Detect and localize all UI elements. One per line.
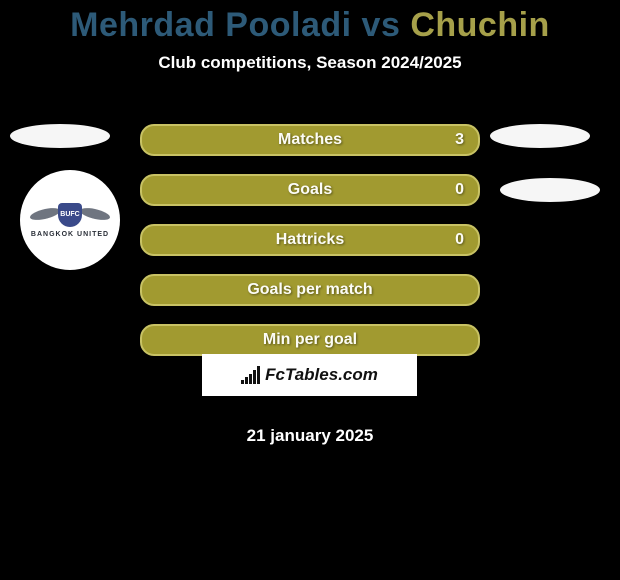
vs-text: vs bbox=[362, 6, 401, 44]
stats-container: Matches3Goals0Hattricks0Goals per matchM… bbox=[140, 124, 480, 374]
subtitle: Club competitions, Season 2024/2025 bbox=[0, 53, 620, 73]
stat-row: Goals per match bbox=[140, 274, 480, 306]
stat-label: Goals bbox=[142, 176, 478, 204]
brand-box: FcTables.com bbox=[202, 354, 417, 396]
stat-row: Goals0 bbox=[140, 174, 480, 206]
stat-label: Hattricks bbox=[142, 226, 478, 254]
logo-subtext: BANGKOK UNITED bbox=[30, 231, 110, 238]
ellipse-decor bbox=[490, 124, 590, 148]
logo-shield: BUFC bbox=[58, 203, 82, 227]
stat-row: Hattricks0 bbox=[140, 224, 480, 256]
ellipse-decor bbox=[10, 124, 110, 148]
date-text: 21 january 2025 bbox=[0, 426, 620, 446]
logo-wings: BUFC bbox=[30, 203, 110, 229]
stat-row: Matches3 bbox=[140, 124, 480, 156]
player2-name: Chuchin bbox=[410, 6, 549, 44]
player1-name: Mehrdad Pooladi bbox=[70, 6, 351, 44]
brand-chart-icon bbox=[241, 366, 261, 384]
stat-row: Min per goal bbox=[140, 324, 480, 356]
stat-value: 3 bbox=[455, 126, 464, 154]
stat-label: Goals per match bbox=[142, 276, 478, 304]
stat-label: Matches bbox=[142, 126, 478, 154]
stat-label: Min per goal bbox=[142, 326, 478, 354]
ellipse-decor bbox=[500, 178, 600, 202]
club-logo: BUFC BANGKOK UNITED bbox=[20, 170, 120, 270]
brand-text: FcTables.com bbox=[265, 365, 378, 385]
stat-value: 0 bbox=[455, 226, 464, 254]
page-title: Mehrdad Pooladi vs Chuchin bbox=[0, 0, 620, 45]
stat-value: 0 bbox=[455, 176, 464, 204]
